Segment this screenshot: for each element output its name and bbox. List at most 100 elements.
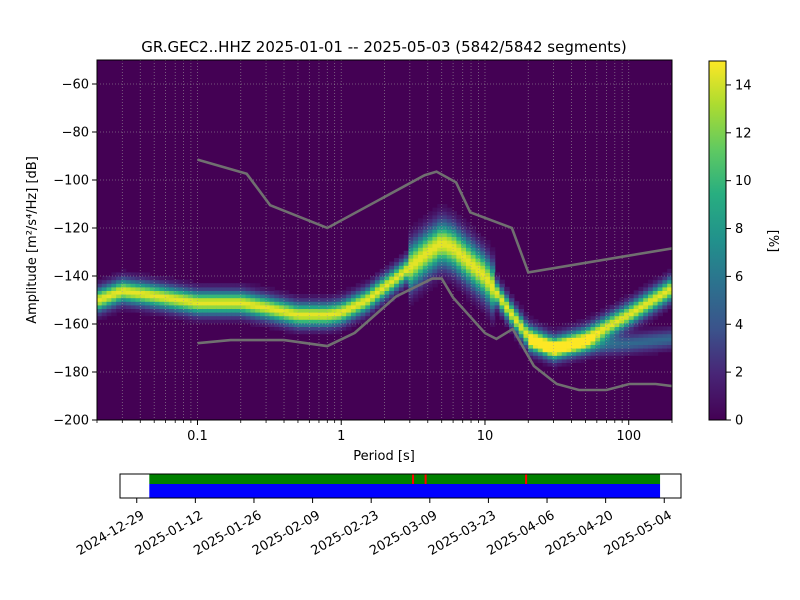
heatmap-cell xyxy=(365,290,371,295)
heatmap-cell xyxy=(303,319,309,324)
heatmap-cell xyxy=(648,308,654,313)
heatmap-cell xyxy=(533,351,539,356)
heatmap-cell xyxy=(159,301,165,306)
heatmap-cell xyxy=(427,214,434,219)
heatmap-cell xyxy=(164,286,170,291)
heatmap-cell xyxy=(283,308,290,313)
heatmap-cell xyxy=(442,229,448,234)
heatmap-cell xyxy=(312,297,319,302)
heatmap-cell xyxy=(485,294,491,299)
heatmap-cell xyxy=(255,286,261,291)
heatmap-cell xyxy=(111,297,117,302)
heatmap-cell xyxy=(485,312,491,317)
heatmap-cell xyxy=(456,250,462,255)
heatmap-cell xyxy=(624,330,630,335)
heatmap-cell xyxy=(442,258,448,263)
heatmap-cell xyxy=(614,326,620,331)
heatmap-cell xyxy=(580,326,587,331)
heatmap-cell xyxy=(250,301,256,306)
heatmap-cell xyxy=(465,265,472,270)
heatmap-cell xyxy=(422,229,429,234)
heatmap-cell xyxy=(317,304,323,309)
heatmap-cell xyxy=(264,315,271,320)
heatmap-cell xyxy=(461,272,467,277)
heatmap-cell xyxy=(446,225,453,230)
heatmap-cell xyxy=(652,337,659,342)
heatmap-cell xyxy=(437,243,443,248)
heatmap-cell xyxy=(523,337,529,342)
y-tick-label: −200 xyxy=(53,414,89,429)
heatmap-cell xyxy=(350,290,357,295)
heatmap-cell xyxy=(456,218,462,223)
heatmap-cell xyxy=(130,304,136,309)
heatmap-cell xyxy=(499,286,505,291)
heatmap-cell xyxy=(485,243,491,248)
heatmap-cell xyxy=(446,243,453,248)
heatmap-cell xyxy=(403,283,410,288)
heatmap-cell xyxy=(537,358,544,363)
heatmap-cell xyxy=(226,283,232,288)
heatmap-cell xyxy=(552,344,558,349)
heatmap-cell xyxy=(322,319,328,324)
heatmap-cell xyxy=(427,247,434,252)
heatmap-cell xyxy=(394,283,400,288)
heatmap-cell xyxy=(97,283,103,288)
heatmap-cell xyxy=(470,290,477,295)
heatmap-cell xyxy=(533,348,539,353)
heatmap-cell xyxy=(652,301,659,306)
heatmap-cell xyxy=(465,272,472,277)
heatmap-cell xyxy=(657,283,664,288)
heatmap-cell xyxy=(628,319,635,324)
heatmap-cell xyxy=(461,268,467,273)
heatmap-cell xyxy=(389,290,395,295)
heatmap-cell xyxy=(533,344,539,349)
heatmap-cell xyxy=(576,322,582,327)
heatmap-cell xyxy=(576,358,582,363)
heatmap-cell xyxy=(619,326,625,331)
heatmap-cell xyxy=(355,312,362,317)
colorbar-tick-label: 0 xyxy=(735,414,743,429)
heatmap-cell xyxy=(197,294,204,299)
heatmap-cell xyxy=(590,322,596,327)
heatmap-cell xyxy=(255,294,261,299)
colorbar-tick-label: 8 xyxy=(735,222,743,237)
heatmap-cell xyxy=(374,286,381,291)
heatmap-cell xyxy=(168,308,175,313)
timeline-panel: 2024-12-292025-01-122025-01-262025-02-09… xyxy=(74,473,682,559)
heatmap-cell xyxy=(542,362,549,367)
heatmap-cell xyxy=(398,276,405,281)
heatmap-cell xyxy=(571,333,577,338)
heatmap-cell xyxy=(389,294,395,299)
heatmap-cell xyxy=(667,297,672,302)
heatmap-cell xyxy=(528,322,534,327)
heatmap-cell xyxy=(662,337,668,342)
heatmap-cell xyxy=(648,294,654,299)
heatmap-cell xyxy=(130,286,136,291)
heatmap-cell xyxy=(370,297,376,302)
heatmap-cell xyxy=(370,304,376,309)
heatmap-cell xyxy=(413,247,419,252)
heatmap-cell xyxy=(657,290,664,295)
heatmap-cell xyxy=(346,304,352,309)
heatmap-cell xyxy=(643,351,649,356)
heatmap-cell xyxy=(638,322,644,327)
heatmap-cell xyxy=(101,279,108,284)
heatmap-cell xyxy=(648,319,654,324)
heatmap-cell xyxy=(331,308,338,313)
heatmap-cell xyxy=(489,319,496,324)
heatmap-cell xyxy=(489,308,496,313)
heatmap-cell xyxy=(264,308,271,313)
heatmap-cell xyxy=(494,301,501,306)
heatmap-cell xyxy=(480,290,486,295)
heatmap-cell xyxy=(346,326,352,331)
heatmap-cell xyxy=(336,297,342,302)
heatmap-cell xyxy=(489,312,496,317)
heatmap-cell xyxy=(111,308,117,313)
timeline-bars xyxy=(149,474,661,498)
heatmap-cell xyxy=(269,326,275,331)
heatmap-cell xyxy=(609,355,616,360)
heatmap-cell xyxy=(557,337,563,342)
heatmap-cell xyxy=(360,304,366,309)
heatmap-cell xyxy=(542,337,549,342)
heatmap-cell xyxy=(374,297,381,302)
